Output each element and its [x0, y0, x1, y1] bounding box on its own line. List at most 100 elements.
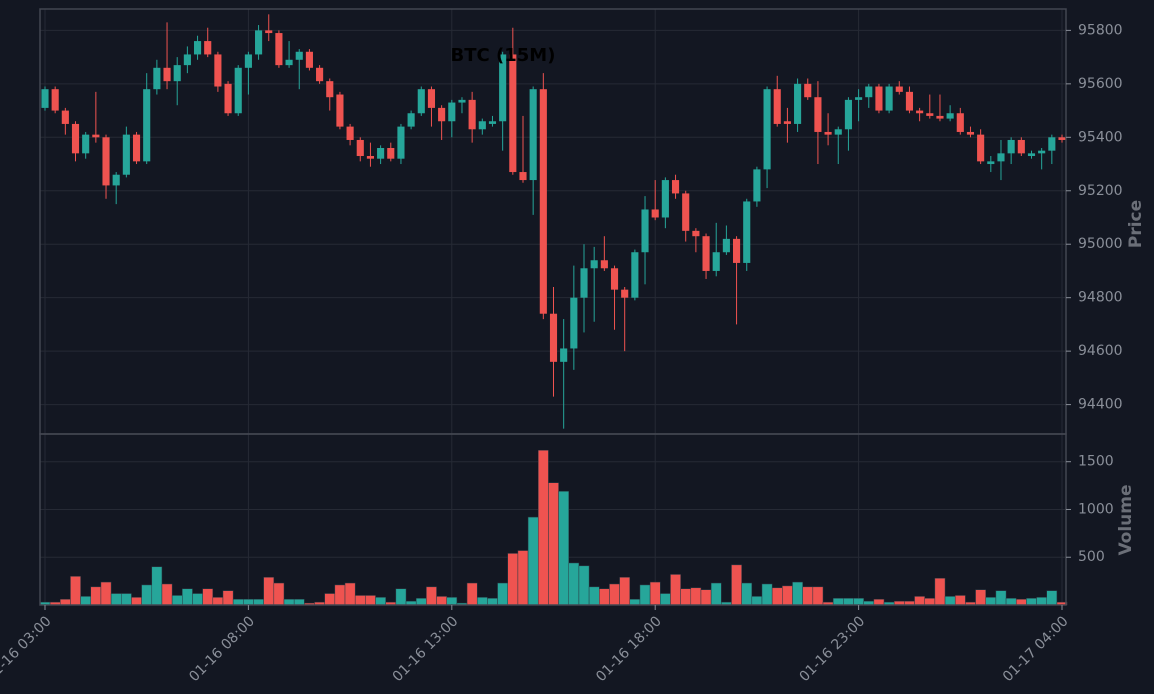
candle-body: [234, 67, 242, 114]
candle-body: [102, 137, 110, 186]
candle-body: [51, 89, 59, 111]
candle-body: [1048, 137, 1056, 151]
volume-bar: [263, 577, 275, 606]
volume-bar: [802, 586, 814, 606]
candle-body: [326, 81, 334, 98]
candle-body: [580, 268, 588, 298]
candle-body: [844, 99, 852, 130]
volume-panel-frame: [39, 433, 1067, 606]
candle-body: [173, 65, 181, 82]
volume-bar: [710, 582, 722, 606]
candle-body: [275, 33, 283, 66]
candle-body: [712, 252, 720, 271]
candle-body: [661, 180, 669, 218]
candle-body: [560, 348, 568, 362]
volume-bar: [141, 584, 153, 606]
y-tick-label: 95200: [1078, 183, 1123, 199]
candle-body: [855, 97, 863, 100]
volume-bar: [690, 587, 702, 606]
candle-body: [865, 86, 873, 98]
y-tick-label: 95000: [1078, 236, 1123, 252]
volume-bar: [599, 588, 610, 606]
candle-body: [814, 97, 822, 132]
volume-bar: [487, 598, 498, 606]
volume-bar: [182, 588, 193, 606]
volume-bar: [395, 588, 407, 606]
volume-bar: [568, 562, 580, 606]
candle-body: [1058, 137, 1066, 140]
candle-body: [71, 123, 80, 154]
candle-body: [509, 54, 517, 173]
volume-bar: [629, 599, 641, 606]
y-tick-label: 94400: [1078, 397, 1123, 413]
volume-bar: [517, 550, 529, 606]
candle-body: [621, 289, 629, 298]
volume-bar: [609, 583, 620, 606]
candle-body: [631, 252, 639, 298]
candle-body: [377, 147, 385, 159]
candle-body: [132, 134, 141, 162]
volume-bar: [619, 577, 631, 606]
candle-body: [499, 54, 507, 122]
candle-body: [641, 209, 649, 253]
y-tick-label: 95600: [1078, 76, 1123, 92]
volume-bar: [1026, 598, 1037, 606]
volume-bar: [537, 449, 549, 606]
candle-body: [651, 209, 659, 218]
volume-bar: [273, 582, 285, 606]
volume-bar: [334, 584, 346, 606]
volume-bar: [426, 586, 437, 606]
candle-body: [224, 83, 232, 114]
volume-bar: [812, 586, 824, 606]
volume-bar: [548, 482, 559, 606]
volume-bar: [80, 596, 92, 606]
volume-bar: [639, 584, 651, 606]
volume-bar: [375, 597, 386, 606]
candle-body: [549, 313, 558, 362]
candle-body: [763, 89, 771, 170]
candle-body: [346, 126, 354, 140]
volume-bar: [578, 565, 590, 606]
candle-body: [773, 89, 781, 124]
candle-body: [885, 86, 893, 111]
candle-body: [204, 41, 212, 55]
volume-bar: [660, 593, 671, 606]
volume-bar: [436, 596, 447, 606]
candle-body: [997, 153, 1005, 162]
candle-body: [519, 172, 527, 181]
candle-body: [468, 99, 476, 130]
volume-bar: [853, 598, 864, 606]
volume-bar: [90, 586, 102, 606]
volume-bar: [832, 598, 844, 606]
candle-body: [448, 102, 456, 122]
volume-bar: [507, 553, 519, 606]
candle-body: [1027, 153, 1036, 157]
volume-bar: [751, 596, 763, 606]
candle-body: [458, 99, 466, 103]
volume-bar: [588, 586, 600, 606]
volume-bar: [100, 581, 112, 606]
candle-body: [783, 121, 791, 124]
volume-bar: [527, 516, 539, 606]
y-tick-label: 95400: [1078, 129, 1123, 145]
volume-bar: [70, 576, 81, 606]
candle-body: [407, 113, 415, 127]
volume-bar: [131, 597, 142, 606]
candle-body: [834, 129, 842, 135]
volume-bar: [1005, 598, 1017, 606]
volume-bar: [741, 582, 753, 606]
volume-bar: [232, 599, 244, 606]
volume-bar: [161, 583, 173, 606]
candle-body: [265, 30, 273, 34]
volume-bar: [680, 588, 692, 606]
candle-body: [336, 94, 344, 127]
candle-body: [682, 193, 690, 231]
volume-bar: [110, 593, 122, 606]
candle-body: [183, 54, 191, 66]
candle-body: [316, 67, 324, 82]
volume-bar: [985, 597, 997, 606]
chart-title: BTC (15M): [451, 45, 556, 66]
y-tick-label: 94600: [1078, 343, 1123, 359]
candle-body: [387, 147, 395, 159]
